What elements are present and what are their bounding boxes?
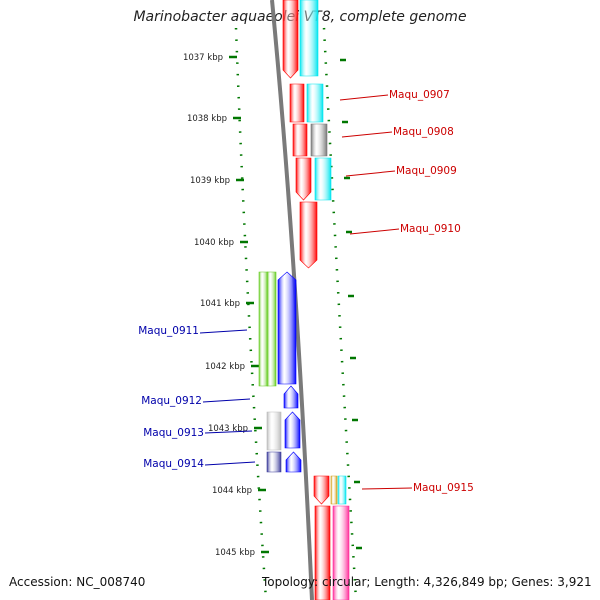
gene-features — [258, 0, 350, 600]
gene-feature-block — [299, 201, 318, 269]
ruler-tick-label: 1041 kbp — [200, 299, 240, 309]
gene-label[interactable]: Maqu_0908 — [393, 126, 454, 138]
gene-feature-block — [266, 451, 282, 473]
ruler-track: 1037 kbp 1038 kbp 1039 kbp 1040 kbp 1041 kbp… — [183, 27, 362, 600]
topology-text: Topology: circular; Length: 4,326,849 bp… — [262, 575, 592, 589]
ruler-tick-label: 1044 kbp — [212, 486, 252, 496]
gene-feature-block — [332, 505, 350, 600]
gene-feature-block — [266, 411, 282, 451]
gene-label[interactable]: Maqu_0911 — [138, 325, 199, 337]
gene-label[interactable]: Maqu_0914 — [143, 458, 204, 470]
gene-label-group: Maqu_0907 Maqu_0908 Maqu_0909 Maqu_0910 Maqu… — [138, 89, 474, 494]
gene-leader-line — [339, 94, 389, 101]
ruler-tick-label: 1045 kbp — [215, 548, 255, 558]
gene-feature-block — [289, 83, 305, 123]
gene-label[interactable]: Maqu_0915 — [413, 482, 474, 494]
gene-feature-block — [292, 123, 308, 157]
accession-text: Accession: NC_008740 — [9, 575, 146, 589]
gene-feature-block — [337, 475, 347, 505]
gene-feature-block — [330, 475, 338, 505]
gene-feature-block — [299, 0, 319, 77]
gene-feature-block — [283, 385, 299, 409]
gene-feature-block — [314, 505, 331, 600]
ruler-tick-label: 1042 kbp — [205, 362, 245, 372]
gene-feature-block — [306, 83, 324, 123]
gene-feature-block — [284, 411, 301, 449]
gene-feature-block — [282, 0, 299, 79]
gene-leader-line — [361, 487, 413, 490]
ruler-tick-label: 1038 kbp — [187, 114, 227, 124]
gene-leader-line — [199, 329, 248, 334]
ruler-tick-label: 1040 kbp — [194, 238, 234, 248]
gene-label[interactable]: Maqu_0907 — [389, 89, 450, 101]
ruler-tick-label: 1043 kbp — [208, 424, 248, 434]
gene-feature-block — [295, 157, 312, 201]
gene-leader-line — [204, 430, 253, 434]
gene-label[interactable]: Maqu_0909 — [396, 165, 457, 177]
ruler-tick-label: 1039 kbp — [190, 176, 230, 186]
gene-feature-block — [258, 271, 269, 387]
gene-leader-line — [349, 228, 400, 235]
gene-feature-block — [285, 451, 302, 473]
ruler-tick-label: 1037 kbp — [183, 53, 223, 63]
backbone-track — [270, 0, 314, 600]
gene-feature-block — [277, 271, 297, 385]
gene-feature-block — [313, 475, 330, 505]
gene-leader-line — [345, 170, 396, 177]
genome-backbone-line — [270, 0, 314, 600]
gene-leader-line — [341, 131, 393, 138]
gene-leader-line — [204, 461, 256, 466]
gene-feature-block — [266, 271, 277, 387]
gene-feature-block — [310, 123, 328, 157]
gene-leader-line — [202, 398, 251, 403]
gene-feature-block — [314, 157, 332, 201]
gene-label[interactable]: Maqu_0913 — [143, 427, 204, 439]
gene-label[interactable]: Maqu_0912 — [141, 395, 202, 407]
gene-label[interactable]: Maqu_0910 — [400, 223, 461, 235]
